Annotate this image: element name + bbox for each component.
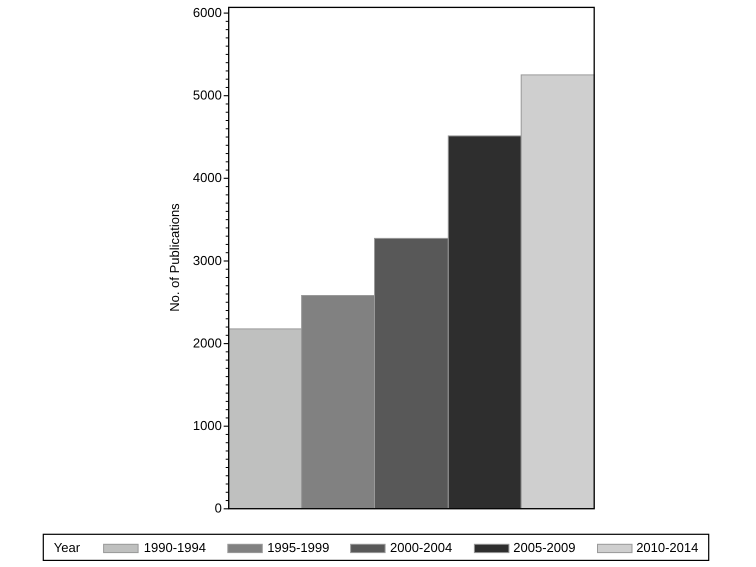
svg-text:0: 0 <box>215 501 222 516</box>
svg-text:2005-2009: 2005-2009 <box>513 540 575 555</box>
svg-text:Year: Year <box>54 540 81 555</box>
svg-text:4000: 4000 <box>193 170 222 185</box>
svg-text:1995-1999: 1995-1999 <box>267 540 329 555</box>
svg-text:6000: 6000 <box>193 5 222 20</box>
svg-text:5000: 5000 <box>193 88 222 103</box>
svg-text:3000: 3000 <box>193 253 222 268</box>
svg-text:2000-2004: 2000-2004 <box>390 540 452 555</box>
svg-text:1990-1994: 1990-1994 <box>144 540 206 555</box>
svg-text:2000: 2000 <box>193 335 222 350</box>
svg-text:2010-2014: 2010-2014 <box>636 540 698 555</box>
svg-text:No. of Publications: No. of Publications <box>167 203 182 312</box>
svg-text:1000: 1000 <box>193 418 222 433</box>
